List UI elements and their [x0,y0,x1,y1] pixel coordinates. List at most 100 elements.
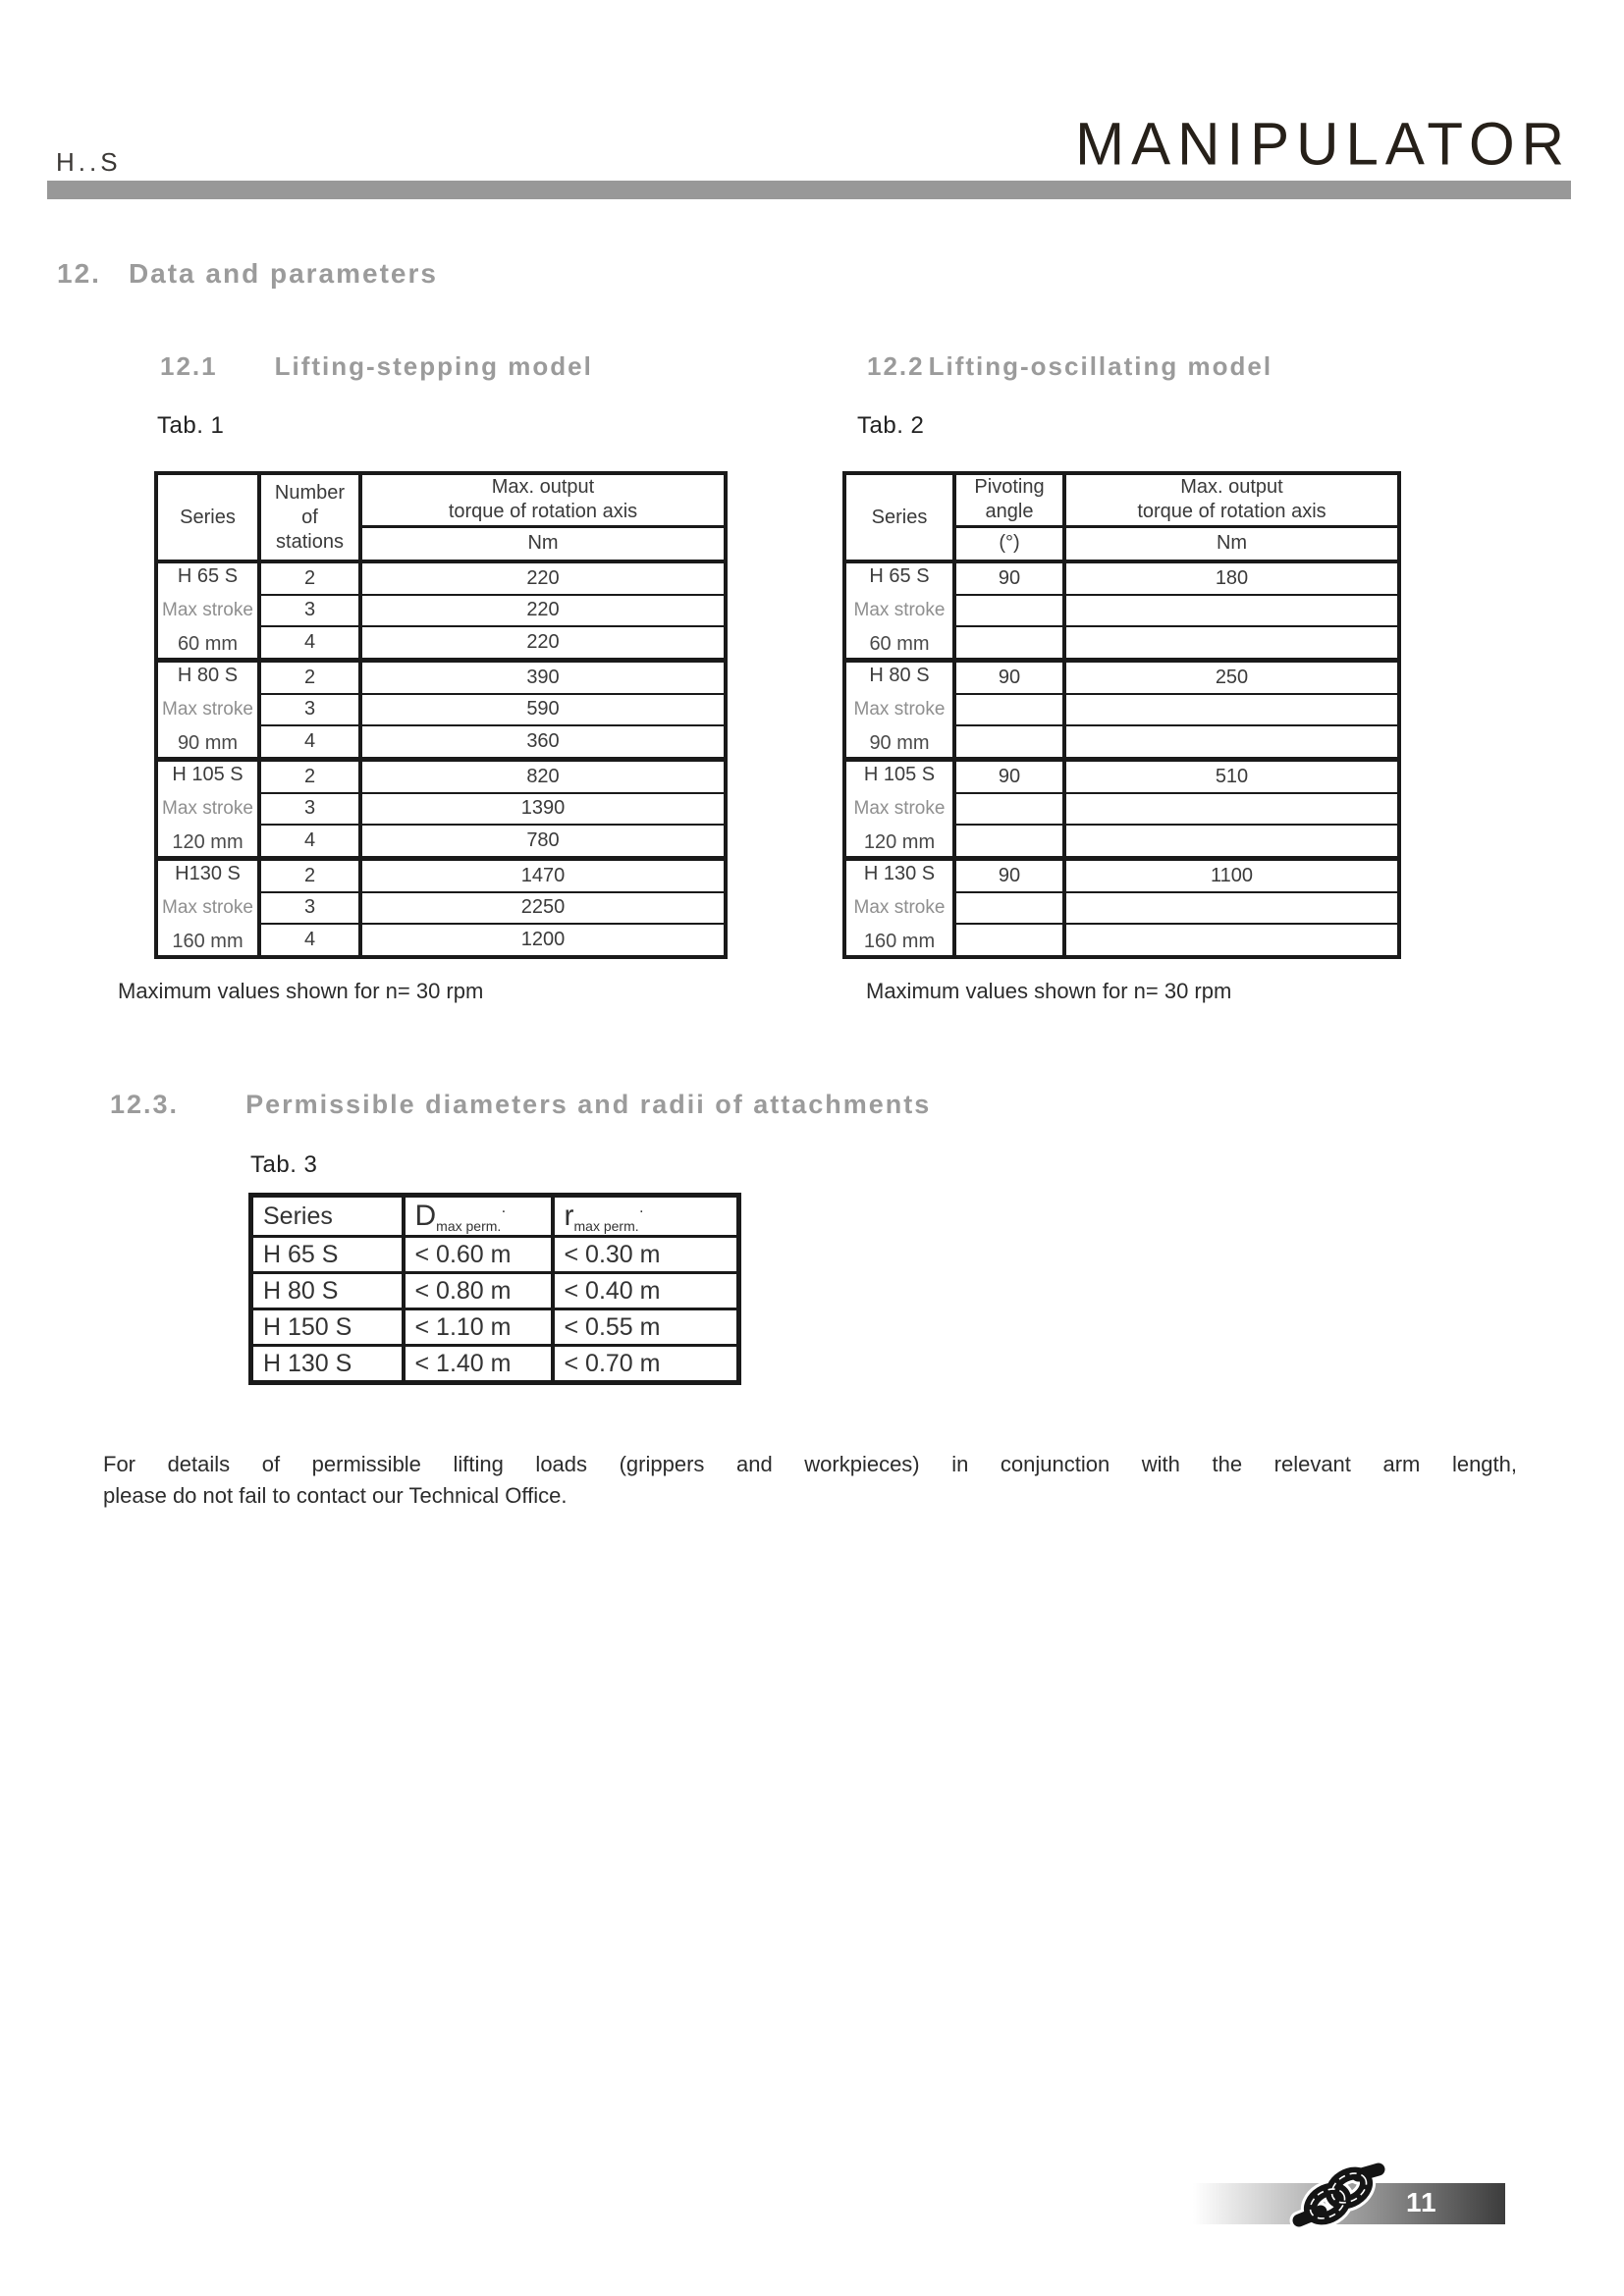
series-stroke-value: 160 mm [863,931,936,952]
header-line: stations [276,530,344,553]
torque-cell [1062,693,1399,727]
series-stroke-value: 60 mm [869,633,930,655]
table2-note: Maximum values shown for n= 30 rpm [866,979,1232,1003]
angle-cell: 90 [952,561,1064,596]
stations-cell: 3 [257,792,360,827]
table2-angle-header: Pivoting angle [952,473,1064,527]
table2-series-cell: H 105 S Max stroke 120 mm [844,759,954,861]
section-title-12-3: 12.3. Permissible diameters and radii of … [110,1090,931,1120]
angle-cell [952,924,1064,957]
table3-series-header: Series [250,1195,404,1238]
section-title-12-2: 12.2 Lifting-oscillating model [867,351,1272,382]
stations-cell: 2 [257,759,360,794]
table-row: H 80 S < 0.80 m < 0.40 m [250,1272,739,1310]
stations-cell: 3 [257,594,360,628]
stations-cell: 3 [257,693,360,727]
angle-cell [952,825,1064,862]
radius-cell: < 0.55 m [550,1308,739,1347]
angle-cell [952,693,1064,727]
torque-cell: 1100 [1062,858,1399,893]
stations-cell: 3 [257,891,360,926]
table2-series-header: Series [844,473,954,563]
torque-cell: 780 [358,825,726,862]
radius-cell: < 0.70 m [550,1345,739,1383]
torque-cell [1062,725,1399,763]
torque-cell: 1390 [358,792,726,827]
header-line: torque of rotation axis [448,501,638,523]
header-line: torque of rotation axis [1137,501,1326,523]
header-line: Pivoting [974,476,1045,499]
angle-cell [952,725,1064,763]
angle-cell: 90 [952,759,1064,794]
torque-cell [1062,825,1399,862]
angle-cell [952,626,1064,664]
tab2-caption: Tab. 2 [857,412,925,439]
header-line: Number [274,481,346,504]
series-cell: H 65 S [250,1236,404,1274]
series-name: H 105 S [863,764,936,785]
page-number: 11 [1406,2187,1437,2217]
radius-dot: · [638,1202,644,1220]
series-name: H 65 S [869,565,930,587]
header-line: Max. output [1180,476,1283,499]
radius-symbol: r [564,1199,574,1232]
diameter-cell: < 0.80 m [401,1272,553,1310]
torque-cell: 590 [358,693,726,727]
table1-series-cell: H 65 S Max stroke 60 mm [156,561,259,663]
stations-cell: 4 [257,825,360,862]
torque-cell: 390 [358,660,726,695]
section-label: Lifting-oscillating model [928,351,1273,381]
section-number: 12.1 [160,351,218,381]
torque-cell: 1200 [358,924,726,957]
table1-note: Maximum values shown for n= 30 rpm [118,979,484,1003]
radius-cell: < 0.30 m [550,1236,739,1274]
series-stroke-value: 120 mm [863,831,936,853]
diameter-subscript: max perm. [436,1217,502,1234]
series-name: H 80 S [177,665,239,686]
angle-cell: 90 [952,858,1064,893]
angle-cell [952,792,1064,827]
radius-subscript: max perm. [573,1217,639,1234]
series-stroke-label: Max stroke [162,699,253,720]
table-permissible-diameters: Series Dmax perm.· rmax perm.· H 65 S < … [248,1193,741,1385]
table2-series-cell: H 130 S Max stroke 160 mm [844,859,954,958]
series-stroke-label: Max stroke [162,897,253,918]
series-stroke-value: 120 mm [172,831,244,853]
section-label: Permissible diameters and radii of attac… [245,1090,932,1119]
diameter-cell: < 0.60 m [401,1236,553,1274]
table-row: H 150 S < 1.10 m < 0.55 m [250,1308,739,1347]
series-name: H 65 S [177,565,239,587]
torque-cell [1062,792,1399,827]
paragraph-line: please do not fail to contact our Techni… [103,1483,568,1508]
series-stroke-label: Max stroke [853,798,946,819]
series-stroke-value: 90 mm [869,732,930,754]
table2-series-cell: H 65 S Max stroke 60 mm [844,561,954,663]
torque-cell: 220 [358,626,726,664]
section-label: Lifting-stepping model [274,351,593,381]
table2-angle-unit-header: (°) [952,524,1064,563]
stations-cell: 4 [257,626,360,664]
tab3-caption: Tab. 3 [250,1151,318,1178]
series-cell: H 150 S [250,1308,404,1347]
section-title-12-1: 12.1 Lifting-stepping model [160,351,593,382]
torque-cell: 1470 [358,858,726,893]
torque-cell: 2250 [358,891,726,926]
torque-cell: 510 [1062,759,1399,794]
series-cell: H 130 S [263,1349,352,1377]
brand-knot-logo [1281,2160,1397,2241]
torque-cell: 820 [358,759,726,794]
table3-diameter-header: Dmax perm.· [401,1195,553,1238]
torque-cell: 360 [358,725,726,763]
series-stroke-label: Max stroke [162,600,253,620]
stations-cell: 4 [257,725,360,763]
series-stroke-label: Max stroke [853,699,946,720]
table1-torque-header: Max. output torque of rotation axis [358,473,726,527]
torque-cell: 220 [358,561,726,596]
stations-cell: 2 [257,660,360,695]
torque-cell [1062,924,1399,957]
table2-torque-header: Max. output torque of rotation axis [1062,473,1399,527]
series-name: H 105 S [172,764,244,785]
series-stroke-value: 90 mm [177,732,239,754]
series-name: H 80 S [869,665,930,686]
